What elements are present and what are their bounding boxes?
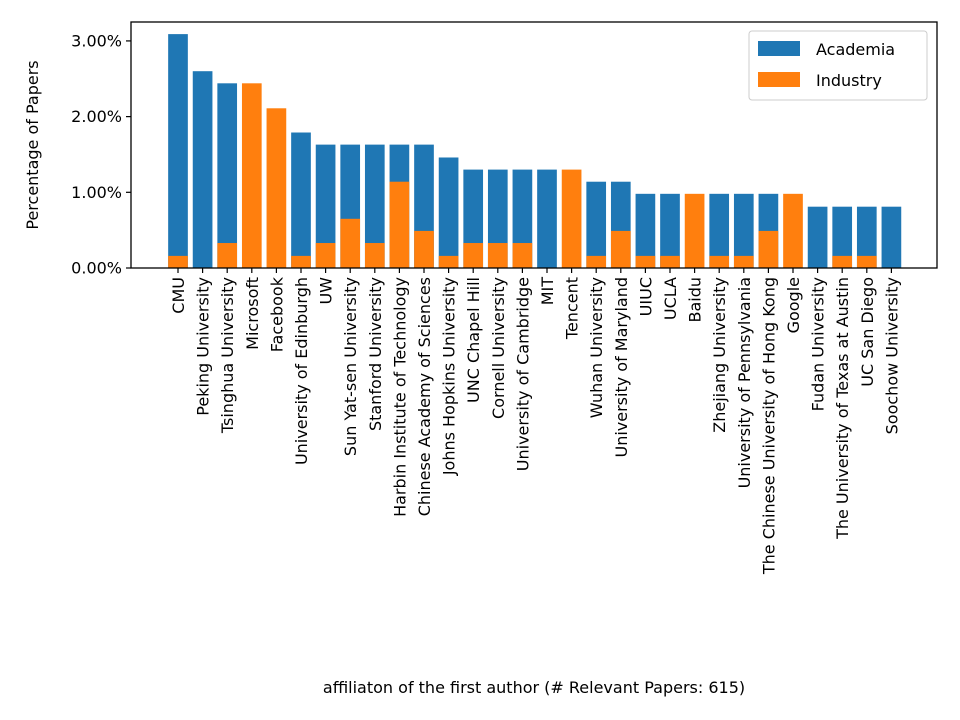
bar-industry-stanford-university <box>364 243 385 268</box>
x-tick-label-tsinghua-university: Tsinghua University <box>218 277 237 434</box>
x-tick-label-university-of-maryland: University of Maryland <box>612 277 631 458</box>
x-tick-label-tencent: Tencent <box>563 277 582 340</box>
bar-industry-wuhan-university <box>586 255 607 268</box>
x-tick-label-unc-chapel-hill: UNC Chapel Hill <box>464 277 483 403</box>
bar-academia-uw <box>315 144 336 268</box>
y-tick-label: 1.00% <box>71 183 122 202</box>
bar-industry-the-university-of-texas-at-austin <box>832 255 853 268</box>
bar-industry-university-of-edinburgh <box>291 255 311 268</box>
x-tick-label-wuhan-university: Wuhan University <box>587 277 606 418</box>
bar-academia-cmu <box>168 34 188 268</box>
x-tick-label-soochow-university: Soochow University <box>882 277 901 434</box>
legend-label-industry: Industry <box>816 71 882 90</box>
bar-industry-unc-chapel-hill <box>463 243 484 268</box>
y-axis-label: Percentage of Papers <box>23 60 42 229</box>
bar-academia-soochow-university <box>881 206 902 268</box>
bar-industry-cmu <box>168 255 188 268</box>
bar-industry-university-of-cambridge <box>512 243 533 268</box>
bar-academia-stanford-university <box>364 144 385 268</box>
bar-academia-ucla <box>660 193 680 268</box>
bar-industry-facebook <box>266 108 287 268</box>
bar-academia-the-university-of-texas-at-austin <box>832 206 853 268</box>
x-tick-label-university-of-pennsylvania: University of Pennsylvania <box>735 277 754 488</box>
plot-frame <box>130 21 938 269</box>
x-tick-label-university-of-cambridge: University of Cambridge <box>513 277 532 471</box>
bar-industry-chinese-academy-of-sciences <box>414 230 434 268</box>
bar-industry-cornell-university <box>487 243 508 268</box>
bar-academia-johns-hopkins-university <box>438 157 459 268</box>
x-tick-label-harbin-institute-of-technology: Harbin Institute of Technology <box>390 277 409 517</box>
bar-academia-peking-university <box>192 71 213 268</box>
x-tick-label-cornell-university: Cornell University <box>489 277 508 419</box>
x-tick-label-baidu: Baidu <box>686 277 705 323</box>
x-tick-label-chinese-academy-of-sciences: Chinese Academy of Sciences <box>415 277 434 516</box>
x-tick-label-microsoft: Microsoft <box>243 277 262 350</box>
x-tick-label-the-chinese-university-of-hong-kong: The Chinese University of Hong Kong <box>759 277 778 575</box>
x-tick-label-zhejiang-university: Zhejiang University <box>710 277 729 433</box>
bar-industry-the-chinese-university-of-hong-kong <box>758 230 779 268</box>
y-tick-label: 2.00% <box>71 107 122 126</box>
bar-industry-university-of-maryland <box>610 230 631 268</box>
bar-industry-tsinghua-university <box>217 243 238 268</box>
legend-swatch-industry <box>758 72 800 87</box>
x-tick-label-uw: UW <box>317 277 336 305</box>
x-axis-label: affiliaton of the first author (# Releva… <box>323 678 745 697</box>
bar-industry-baidu <box>684 193 705 268</box>
legend: Academia Industry <box>748 30 928 101</box>
bar-academia-university-of-edinburgh <box>291 132 311 268</box>
bar-industry-sun-yat-sen-university <box>340 218 361 268</box>
x-tick-label-sun-yat-sen-university: Sun Yat-sen University <box>341 277 360 456</box>
x-tick-label-peking-university: Peking University <box>194 277 213 416</box>
bar-industry-microsoft <box>241 83 262 268</box>
bar-academia-wuhan-university <box>586 181 607 268</box>
bar-academia-tsinghua-university <box>217 83 238 268</box>
bar-industry-johns-hopkins-university <box>438 255 459 268</box>
bar-industry-uiuc <box>635 255 656 268</box>
x-tick-label-johns-hopkins-university: Johns Hopkins University <box>440 277 459 476</box>
y-tick-label: 3.00% <box>71 31 122 50</box>
bar-industry-uc-san-diego <box>856 255 877 268</box>
bar-industry-uw <box>315 243 336 268</box>
bars-layer <box>168 34 902 268</box>
x-tick-label-mit: MIT <box>538 277 557 306</box>
bar-industry-harbin-institute-of-technology <box>389 181 410 268</box>
bar-industry-tencent <box>561 169 582 268</box>
x-tick-label-stanford-university: Stanford University <box>366 277 385 431</box>
x-tick-label-the-university-of-texas-at-austin: The University of Texas at Austin <box>833 277 852 540</box>
bar-academia-zhejiang-university <box>709 193 730 268</box>
y-axis-ticks: 0.00% 1.00% 2.00% 3.00% <box>71 31 131 278</box>
x-tick-label-cmu: CMU <box>169 277 188 314</box>
bar-academia-university-of-pennsylvania <box>733 193 754 268</box>
bar-academia-fudan-university <box>807 206 828 268</box>
legend-swatch-academia <box>758 41 800 56</box>
bar-academia-mit <box>537 169 557 268</box>
x-tick-label-fudan-university: Fudan University <box>809 277 828 411</box>
legend-label-academia: Academia <box>816 40 895 59</box>
x-axis-ticks: CMU Peking University Tsinghua University M… <box>169 268 901 575</box>
x-tick-label-ucla: UCLA <box>661 277 680 320</box>
x-tick-label-facebook: Facebook <box>267 276 286 352</box>
y-tick-label: 0.00% <box>71 259 122 278</box>
bar-industry-zhejiang-university <box>709 255 730 268</box>
x-tick-label-university-of-edinburgh: University of Edinburgh <box>292 277 311 465</box>
bar-academia-uc-san-diego <box>856 206 877 268</box>
x-tick-label-google: Google <box>784 277 803 333</box>
bar-academia-uiuc <box>635 193 656 268</box>
bar-industry-university-of-pennsylvania <box>733 255 754 268</box>
bar-industry-google <box>783 193 803 268</box>
x-tick-label-uc-san-diego: UC San Diego <box>858 277 877 387</box>
bar-industry-ucla <box>660 255 680 268</box>
x-tick-label-uiuc: UIUC <box>636 277 655 316</box>
